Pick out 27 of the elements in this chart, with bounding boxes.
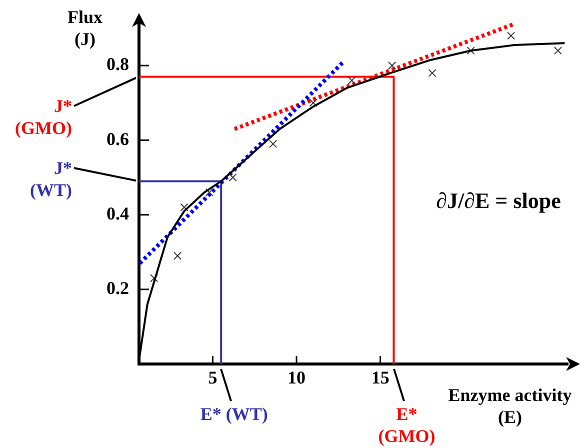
x-tick-label: 10 <box>288 367 306 388</box>
point <box>205 188 214 196</box>
point <box>174 252 182 260</box>
point <box>269 140 278 148</box>
point <box>506 32 516 40</box>
y-tick-label: 0.2 <box>106 278 129 298</box>
annotation: J* (WT) <box>29 157 72 202</box>
y-tick-label: 0.4 <box>106 203 129 224</box>
point <box>309 98 318 107</box>
y-tick-label: 0.8 <box>106 54 129 74</box>
y-tick-label: 0.6 <box>106 128 129 149</box>
annotation: E* (GMO) <box>377 403 436 447</box>
point <box>348 76 356 85</box>
point <box>180 203 188 212</box>
point <box>428 68 436 78</box>
point <box>466 46 475 55</box>
point <box>150 274 158 282</box>
point <box>554 46 562 55</box>
x-axis-title: Enzyme activity (E) <box>447 384 573 428</box>
point <box>388 62 396 70</box>
annotation: J* (GMO) <box>14 94 72 139</box>
x-tick-label: 15 <box>371 367 390 388</box>
point <box>228 173 237 182</box>
x-tick-label: 5 <box>208 367 218 388</box>
annotation: ∂J/∂E = slope <box>435 188 562 213</box>
y-axis-title: Flux (J) <box>66 6 104 50</box>
annotation: E* (WT) <box>199 403 269 425</box>
